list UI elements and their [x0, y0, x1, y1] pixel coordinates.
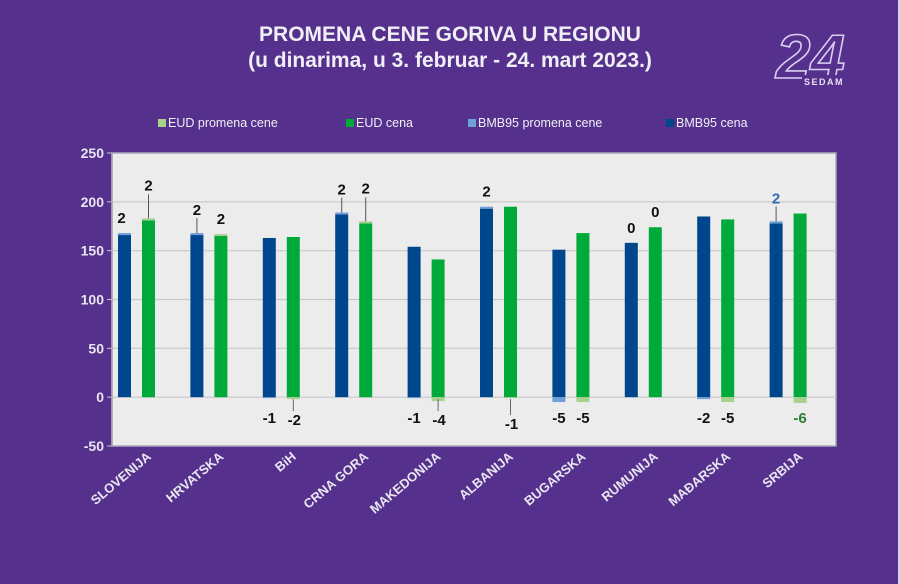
x-category-label: RUMUNIJA: [599, 448, 662, 504]
y-tick-label: 150: [81, 243, 105, 259]
bar-eud-cena: [576, 233, 590, 398]
legend-swatch: [468, 119, 476, 127]
data-label-bmb95: 2: [482, 184, 490, 201]
bars: [118, 206, 807, 404]
bar-eud-cena: [431, 259, 445, 398]
data-label-eud: 0: [651, 204, 659, 221]
bar-bmb95-cena: [480, 208, 493, 398]
bar-bmb95-cena: [624, 242, 638, 398]
bar-eud-cena: [286, 236, 300, 398]
data-label-bmb95: -2: [697, 410, 710, 427]
bar-bmb95-cena: [407, 246, 421, 398]
legend-label: EUD promena cene: [168, 116, 278, 130]
chart-subtitle: (u dinarima, u 3. februar - 24. mart 202…: [248, 49, 652, 72]
legend-label: EUD cena: [356, 116, 413, 130]
data-label-eud: 2: [144, 177, 152, 194]
bar-eud-cena: [359, 223, 373, 398]
x-category-label: BiH: [272, 449, 299, 475]
bar-eud-promena: [576, 397, 590, 403]
legend-swatch: [346, 119, 354, 127]
data-label-eud: 2: [362, 180, 370, 197]
y-axis: 250 200 150 100 50 0 -50: [81, 145, 113, 454]
data-label-eud: -5: [721, 410, 734, 427]
legend-label: BMB95 cena: [676, 116, 748, 130]
data-label-eud: -6: [793, 410, 806, 427]
legend-label: BMB95 promena cene: [478, 116, 602, 130]
bar-bmb95-cena: [262, 237, 276, 398]
bar-bmb95-promena: [262, 397, 276, 399]
y-tick-label: -50: [84, 438, 104, 454]
bar-eud-cena: [721, 219, 735, 398]
bar-eud-cena: [214, 236, 228, 398]
bar-bmb95-cena: [697, 216, 711, 398]
bar-eud-cena: [504, 206, 517, 398]
bar-bmb95-cena: [190, 235, 204, 398]
bar-eud-promena: [142, 218, 155, 221]
legend: EUD promena cene EUD cena BMB95 promena ce…: [158, 116, 748, 130]
bar-eud-promena: [504, 397, 517, 399]
bar-eud-promena: [359, 221, 373, 224]
bar-bmb95-promena: [769, 221, 783, 224]
x-category-label: CRNA GORA: [300, 448, 371, 511]
data-label-eud: -5: [576, 410, 589, 427]
bar-bmb95-promena: [407, 397, 421, 399]
y-tick-label: 200: [81, 194, 105, 210]
data-label-bmb95: 2: [117, 210, 125, 227]
data-label-eud: 2: [217, 211, 225, 228]
y-tick-label: 100: [81, 292, 105, 308]
bar-bmb95-cena: [552, 249, 566, 398]
data-label-bmb95: 2: [772, 190, 780, 207]
data-label-bmb95: -1: [407, 410, 420, 427]
data-label-bmb95: 2: [193, 202, 201, 219]
x-category-label: ALBANIJA: [456, 448, 516, 502]
bar-bmb95-cena: [769, 223, 783, 398]
bar-eud-cena: [142, 220, 155, 398]
legend-swatch: [158, 119, 166, 127]
sedam24-logo: 24 SEDAM: [774, 26, 852, 93]
data-label-eud: -2: [288, 412, 301, 429]
bar-eud-cena: [648, 227, 662, 398]
x-category-label: SLOVENIJA: [88, 448, 155, 507]
data-label-bmb95: -1: [263, 410, 276, 427]
x-category-label: BUGARSKA: [521, 448, 589, 508]
bar-eud-promena: [286, 397, 300, 400]
bar-eud-promena: [214, 234, 228, 237]
bar-bmb95-cena: [335, 214, 349, 398]
bar-eud-promena: [793, 397, 807, 404]
bar-bmb95-cena: [118, 235, 131, 398]
gridlines: [112, 201, 836, 398]
bar-eud-cena: [793, 213, 807, 398]
bar-eud-promena: [431, 397, 445, 402]
y-tick-label: 50: [88, 340, 104, 356]
data-label-bmb95: 2: [338, 182, 346, 199]
x-category-label: MAĐARSKA: [665, 448, 733, 509]
x-category-label: MAKEDONIJA: [367, 448, 444, 516]
x-category-label: HRVATSKA: [163, 448, 227, 505]
bar-bmb95-promena: [118, 233, 131, 236]
data-label-bmb95: 0: [627, 220, 635, 237]
y-tick-label: 0: [96, 389, 104, 405]
bar-eud-promena: [721, 397, 735, 403]
data-label-bmb95: -5: [552, 410, 565, 427]
bar-bmb95-promena: [480, 206, 493, 209]
x-category-label: SRBIJA: [759, 448, 806, 491]
bar-bmb95-promena: [190, 233, 204, 236]
logo-word: SEDAM: [804, 77, 844, 87]
chart-title: PROMENA CENE GORIVA U REGIONU: [259, 23, 641, 46]
bar-bmb95-promena: [335, 212, 349, 215]
bar-bmb95-promena: [697, 397, 711, 400]
legend-swatch: [666, 119, 674, 127]
data-label-eud: -4: [432, 412, 446, 429]
y-tick-label: 250: [81, 145, 105, 161]
right-edge-strip: [898, 0, 900, 584]
data-label-eud: -1: [505, 416, 518, 433]
bar-bmb95-promena: [552, 397, 566, 403]
